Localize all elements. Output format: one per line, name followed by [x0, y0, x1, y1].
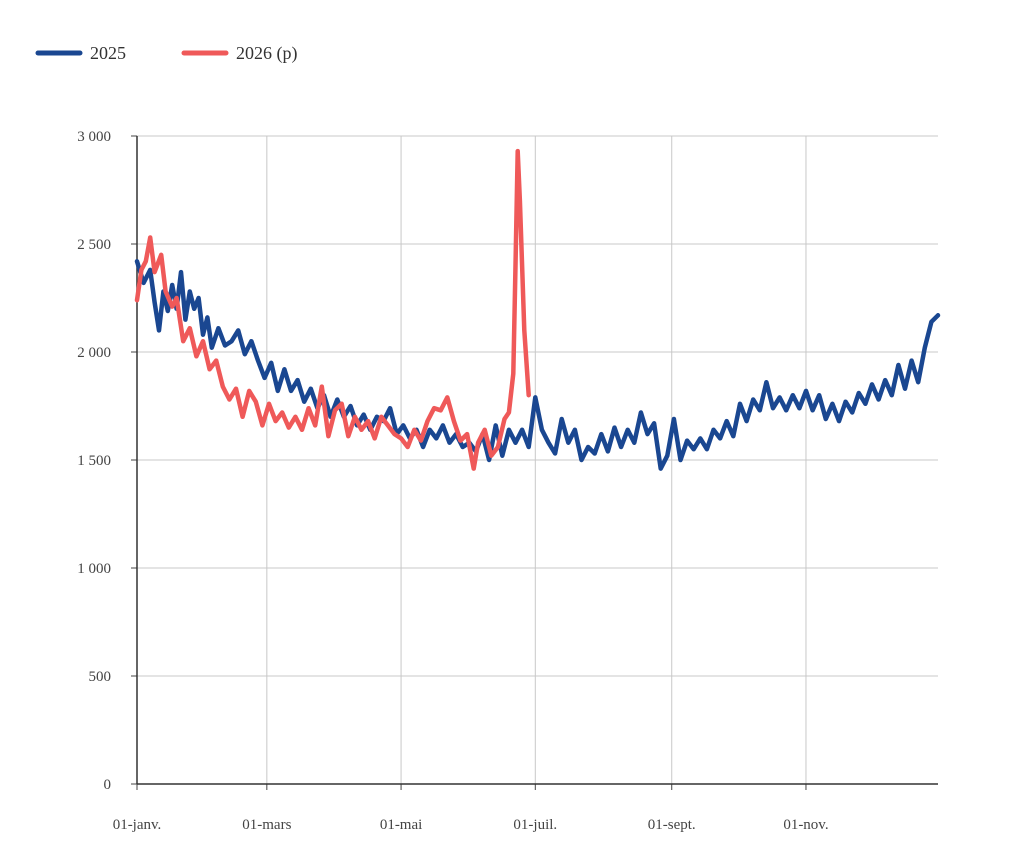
grid-lines: [137, 135, 938, 785]
y-tick-label: 1 000: [77, 561, 111, 577]
x-tick-label: 01-juil.: [513, 817, 557, 833]
axes: 0 500 1 000 1 500 2 000 2 500 3 000 01-janv. 01-…: [77, 129, 938, 833]
legend: 2025 2026 (p): [35, 43, 298, 64]
y-tick-label: 2 500: [77, 237, 111, 253]
y-tick-label: 500: [89, 669, 112, 685]
x-tick-label: 01-janv.: [113, 817, 162, 833]
series-line-1: [134, 148, 531, 471]
legend-label: 2026 (p): [236, 43, 298, 64]
series-lines: [134, 148, 941, 471]
legend-item[interactable]: 2026 (p): [181, 43, 298, 64]
x-tick-label: 01-mai: [380, 817, 423, 833]
x-tick-label: 01-nov.: [783, 817, 828, 833]
series-line-0: [134, 259, 941, 471]
y-tick-label: 0: [104, 777, 112, 793]
legend-item[interactable]: 2025: [35, 43, 126, 63]
y-tick-label: 2 000: [77, 345, 111, 361]
x-tick-label: 01-sept.: [648, 817, 696, 833]
legend-label: 2025: [90, 43, 126, 63]
x-tick-label: 01-mars: [242, 817, 291, 833]
y-tick-label: 1 500: [77, 453, 111, 469]
y-tick-label: 3 000: [77, 129, 111, 145]
